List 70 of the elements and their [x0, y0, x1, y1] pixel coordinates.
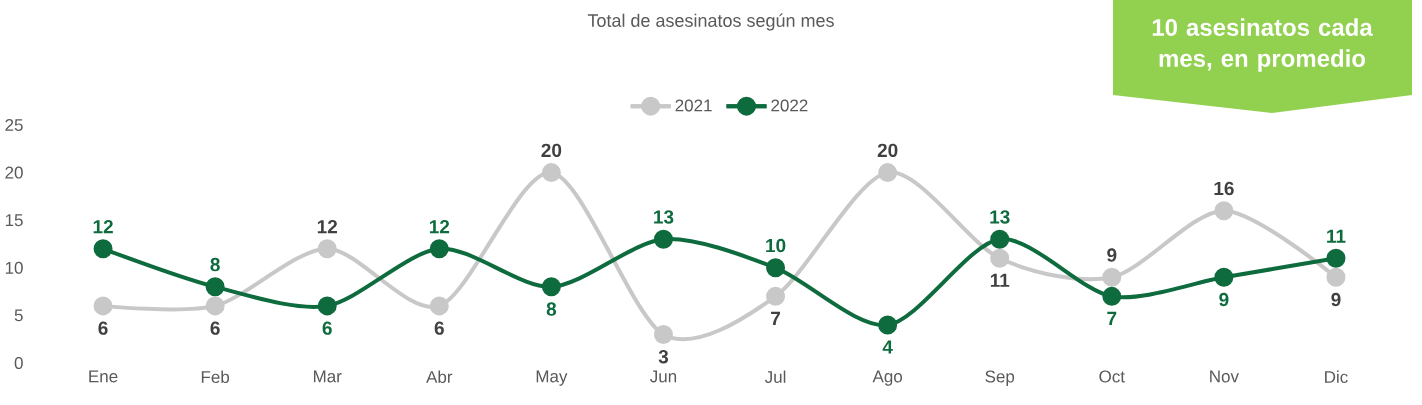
text: 10 asesinatos cada mes, en promedio: [1152, 18, 1373, 72]
point: [878, 315, 898, 335]
x-tick-label: Dic: [1325, 370, 1348, 384]
point: [1102, 286, 1122, 306]
data-label: 11: [990, 273, 1010, 287]
x-tick-label: Oct: [1099, 370, 1125, 383]
x-tick-label: Mar: [313, 370, 342, 383]
y-tick-label: 10: [5, 261, 23, 274]
point: [429, 239, 449, 259]
data-label: 7: [1107, 311, 1117, 325]
data-label: 12: [317, 219, 338, 234]
data-label: 13: [654, 210, 674, 224]
point: [1102, 267, 1122, 287]
point: [766, 258, 786, 278]
x-tick-label: May: [536, 370, 568, 386]
data-label: 8: [546, 302, 557, 316]
data-label: 16: [1214, 181, 1234, 196]
legend-label: 2022: [771, 99, 808, 112]
legend-label: 2021: [675, 99, 712, 112]
point: [541, 277, 561, 297]
data-label: 20: [541, 143, 562, 158]
data-label: 8: [210, 257, 220, 272]
data-label: 9: [1107, 248, 1117, 262]
x-tick-label: Ene: [89, 370, 118, 383]
y-tick-label: 0: [14, 356, 23, 370]
data-label: 12: [93, 219, 113, 234]
point: [317, 239, 337, 259]
data-label: 20: [877, 143, 898, 158]
y-tick-label: 5: [14, 309, 23, 322]
point: [205, 296, 225, 316]
y-tick-label: 15: [5, 214, 23, 227]
data-label: 6: [434, 321, 444, 335]
data-label: 12: [429, 219, 450, 234]
point: [93, 239, 113, 259]
point: [1326, 267, 1346, 287]
point: [429, 296, 449, 316]
data-label: 9: [1331, 292, 1341, 307]
point: [1326, 248, 1346, 268]
data-label: 6: [322, 321, 332, 335]
point: [205, 277, 225, 297]
data-label: 9: [1219, 292, 1229, 307]
point: [990, 248, 1010, 268]
x-tick-label: Feb: [201, 370, 230, 384]
point: [653, 229, 673, 249]
data-label: 13: [990, 210, 1010, 224]
point: [1214, 201, 1234, 221]
data-label: 6: [210, 321, 220, 335]
point: [541, 163, 561, 183]
x-tick-label: Ago: [872, 370, 903, 386]
chart-title: Total de asesinatos según mes: [587, 13, 834, 31]
data-label: 10: [766, 238, 786, 253]
point: [93, 296, 113, 316]
x-tick-label: Jul: [764, 370, 786, 384]
data-label: 11: [1327, 229, 1346, 243]
data-label: 7: [771, 311, 780, 325]
x-tick-label: Abr: [426, 370, 453, 384]
point: [878, 163, 898, 183]
x-tick-label: Jun: [650, 370, 677, 383]
y-tick-label: 20: [5, 166, 23, 179]
point: [653, 324, 673, 344]
y-tick-label: 25: [5, 118, 23, 132]
x-tick-label: Nov: [1210, 370, 1239, 383]
point: [766, 286, 786, 306]
point: [317, 296, 337, 316]
point: [1214, 267, 1234, 287]
point: [990, 229, 1010, 249]
data-label: 4: [882, 340, 893, 354]
data-label: 6: [98, 321, 108, 335]
x-tick-label: Sep: [985, 370, 1015, 386]
data-label: 3: [658, 349, 669, 364]
